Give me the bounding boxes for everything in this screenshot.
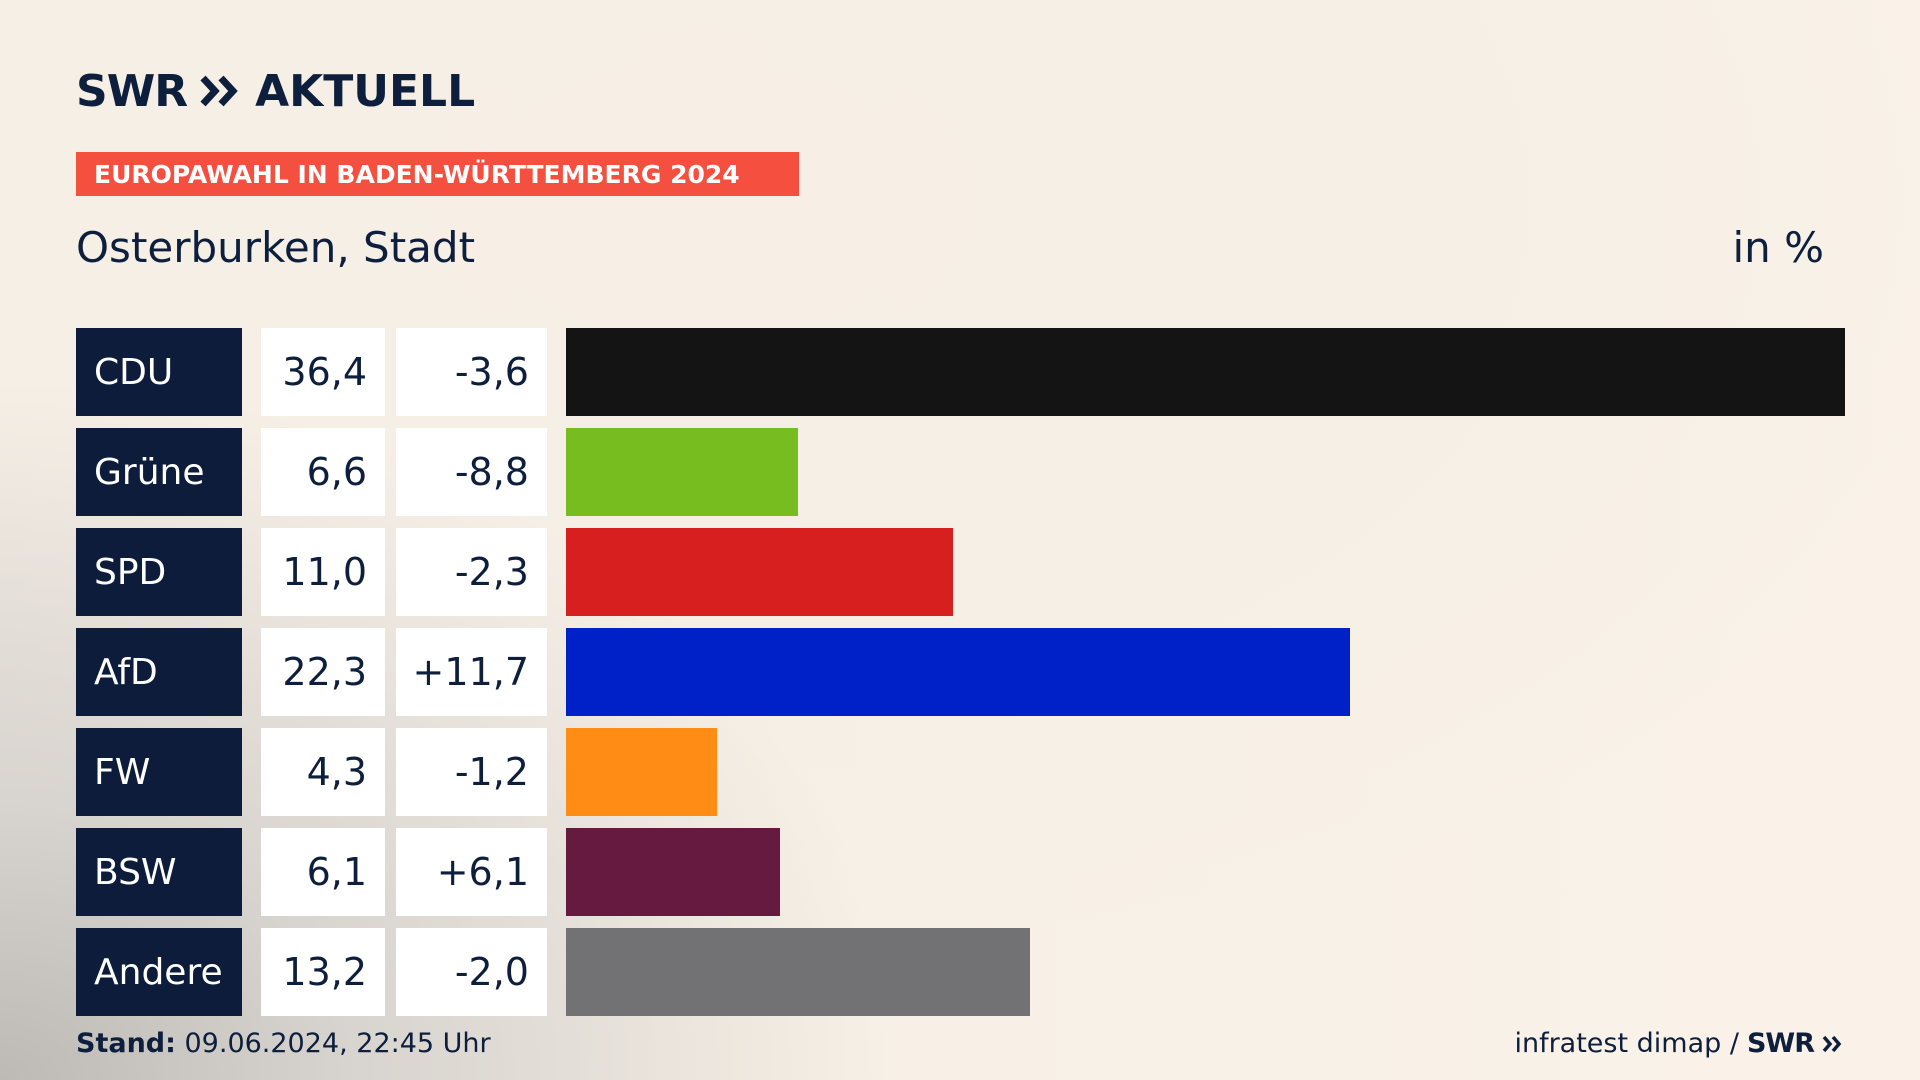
swr-aktuell-logo: SWR AKTUELL — [76, 65, 476, 117]
double-chevron-icon — [1822, 1035, 1842, 1052]
source-logo-text: SWR — [1746, 1028, 1815, 1059]
change-value: -3,6 — [396, 328, 547, 416]
result-row: AfD 22,3 +11,7 — [0, 628, 1920, 716]
party-label: FW — [76, 728, 242, 816]
vote-share-value: 6,6 — [261, 428, 385, 516]
result-bar — [566, 928, 1030, 1016]
result-row: Grüne 6,6 -8,8 — [0, 428, 1920, 516]
result-bar — [566, 428, 798, 516]
result-row: FW 4,3 -1,2 — [0, 728, 1920, 816]
vote-share-value: 22,3 — [261, 628, 385, 716]
result-row: CDU 36,4 -3,6 — [0, 328, 1920, 416]
result-bar — [566, 628, 1350, 716]
source-text: infratest dimap / — [1514, 1028, 1739, 1059]
stand-value: 09.06.2024, 22:45 Uhr — [175, 1028, 491, 1059]
change-value: +11,7 — [396, 628, 547, 716]
change-value: -2,0 — [396, 928, 547, 1016]
unit-label: in % — [1732, 223, 1824, 272]
party-label: CDU — [76, 328, 242, 416]
result-bar — [566, 528, 953, 616]
source-credit: infratest dimap / SWR — [1514, 1028, 1844, 1059]
party-label: AfD — [76, 628, 242, 716]
vote-share-value: 4,3 — [261, 728, 385, 816]
result-bar — [566, 328, 1845, 416]
vote-share-value: 6,1 — [261, 828, 385, 916]
change-value: -8,8 — [396, 428, 547, 516]
stand-label: Stand: — [76, 1028, 176, 1059]
party-label: Grüne — [76, 428, 242, 516]
result-row: SPD 11,0 -2,3 — [0, 528, 1920, 616]
change-value: -1,2 — [396, 728, 547, 816]
vote-share-value: 13,2 — [261, 928, 385, 1016]
timestamp: Stand: 09.06.2024, 22:45 Uhr — [76, 1028, 491, 1059]
result-row: BSW 6,1 +6,1 — [0, 828, 1920, 916]
party-label: SPD — [76, 528, 242, 616]
vote-share-value: 36,4 — [261, 328, 385, 416]
double-chevron-icon — [200, 75, 238, 107]
change-value: +6,1 — [396, 828, 547, 916]
election-banner: EUROPAWAHL IN BADEN-WÜRTTEMBERG 2024 — [76, 152, 799, 196]
chart-subtitle: Osterburken, Stadt — [76, 223, 476, 272]
change-value: -2,3 — [396, 528, 547, 616]
result-row: Andere 13,2 -2,0 — [0, 928, 1920, 1016]
result-bar — [566, 728, 717, 816]
logo-aktuell-text: AKTUELL — [255, 65, 476, 117]
logo-swr-text: SWR — [76, 65, 188, 117]
result-bar — [566, 828, 780, 916]
party-label: BSW — [76, 828, 242, 916]
vote-share-value: 11,0 — [261, 528, 385, 616]
party-label: Andere — [76, 928, 242, 1016]
